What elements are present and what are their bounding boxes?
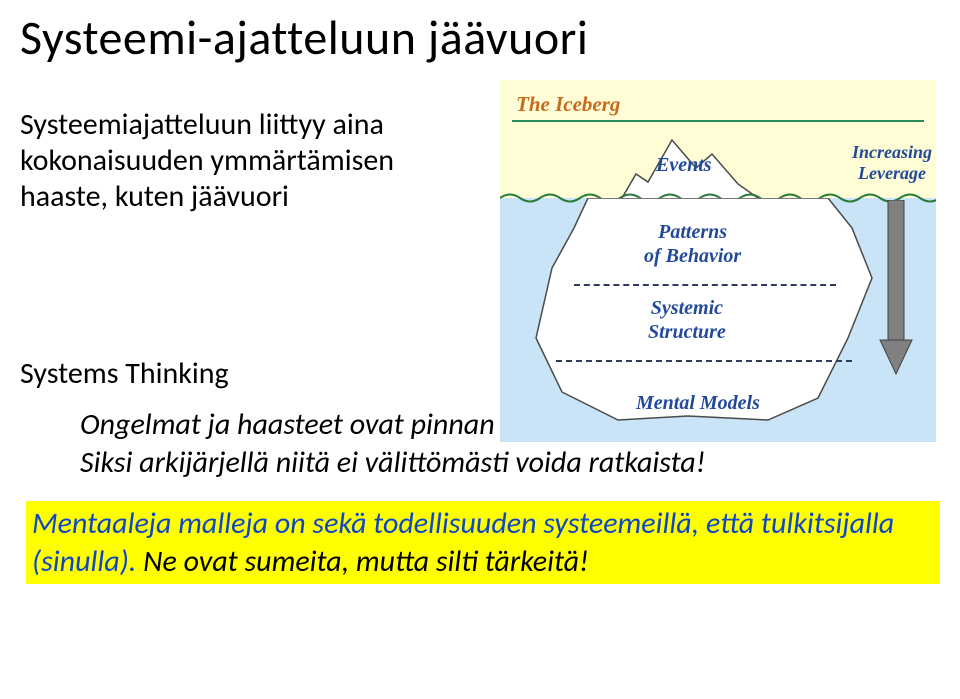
patterns-label: Patterns of Behavior [644,220,741,268]
iceberg-diagram: The Iceberg Events Patterns of Behavior [500,80,936,442]
divider-dash-1 [574,284,836,286]
structure-l1: Systemic [651,297,723,319]
body-text-2-highlight: Mentaaleja malleja on sekä todellisuuden… [26,501,940,584]
leverage-arrow-icon [876,200,916,376]
subtitle: Systeemiajatteluun liittyy aina kokonais… [20,107,480,215]
divider-dash-2 [556,360,852,362]
structure-l2: Structure [648,321,726,343]
patterns-l1: Patterns [658,221,727,243]
page-title: Systeemi-ajatteluun jäävuori [20,8,940,67]
mental-models-label: Mental Models [636,392,760,415]
leverage-l2: Leverage [858,163,926,183]
patterns-l2: of Behavior [644,245,741,267]
leverage-l1: Increasing [852,142,932,162]
body2-black: Ne ovat sumeita, mutta silti tärkeitä! [143,543,589,580]
leverage-label: Increasing Leverage [852,142,932,183]
structure-label: Systemic Structure [648,296,726,344]
slide: Systeemi-ajatteluun jäävuori Systeemiaja… [0,0,960,699]
iceberg-title-line [512,120,924,122]
iceberg-title: The Iceberg [516,92,620,117]
events-label: Events [656,154,712,177]
body1-line2: Siksi arkijärjellä niitä ei välittömästi… [80,444,705,481]
